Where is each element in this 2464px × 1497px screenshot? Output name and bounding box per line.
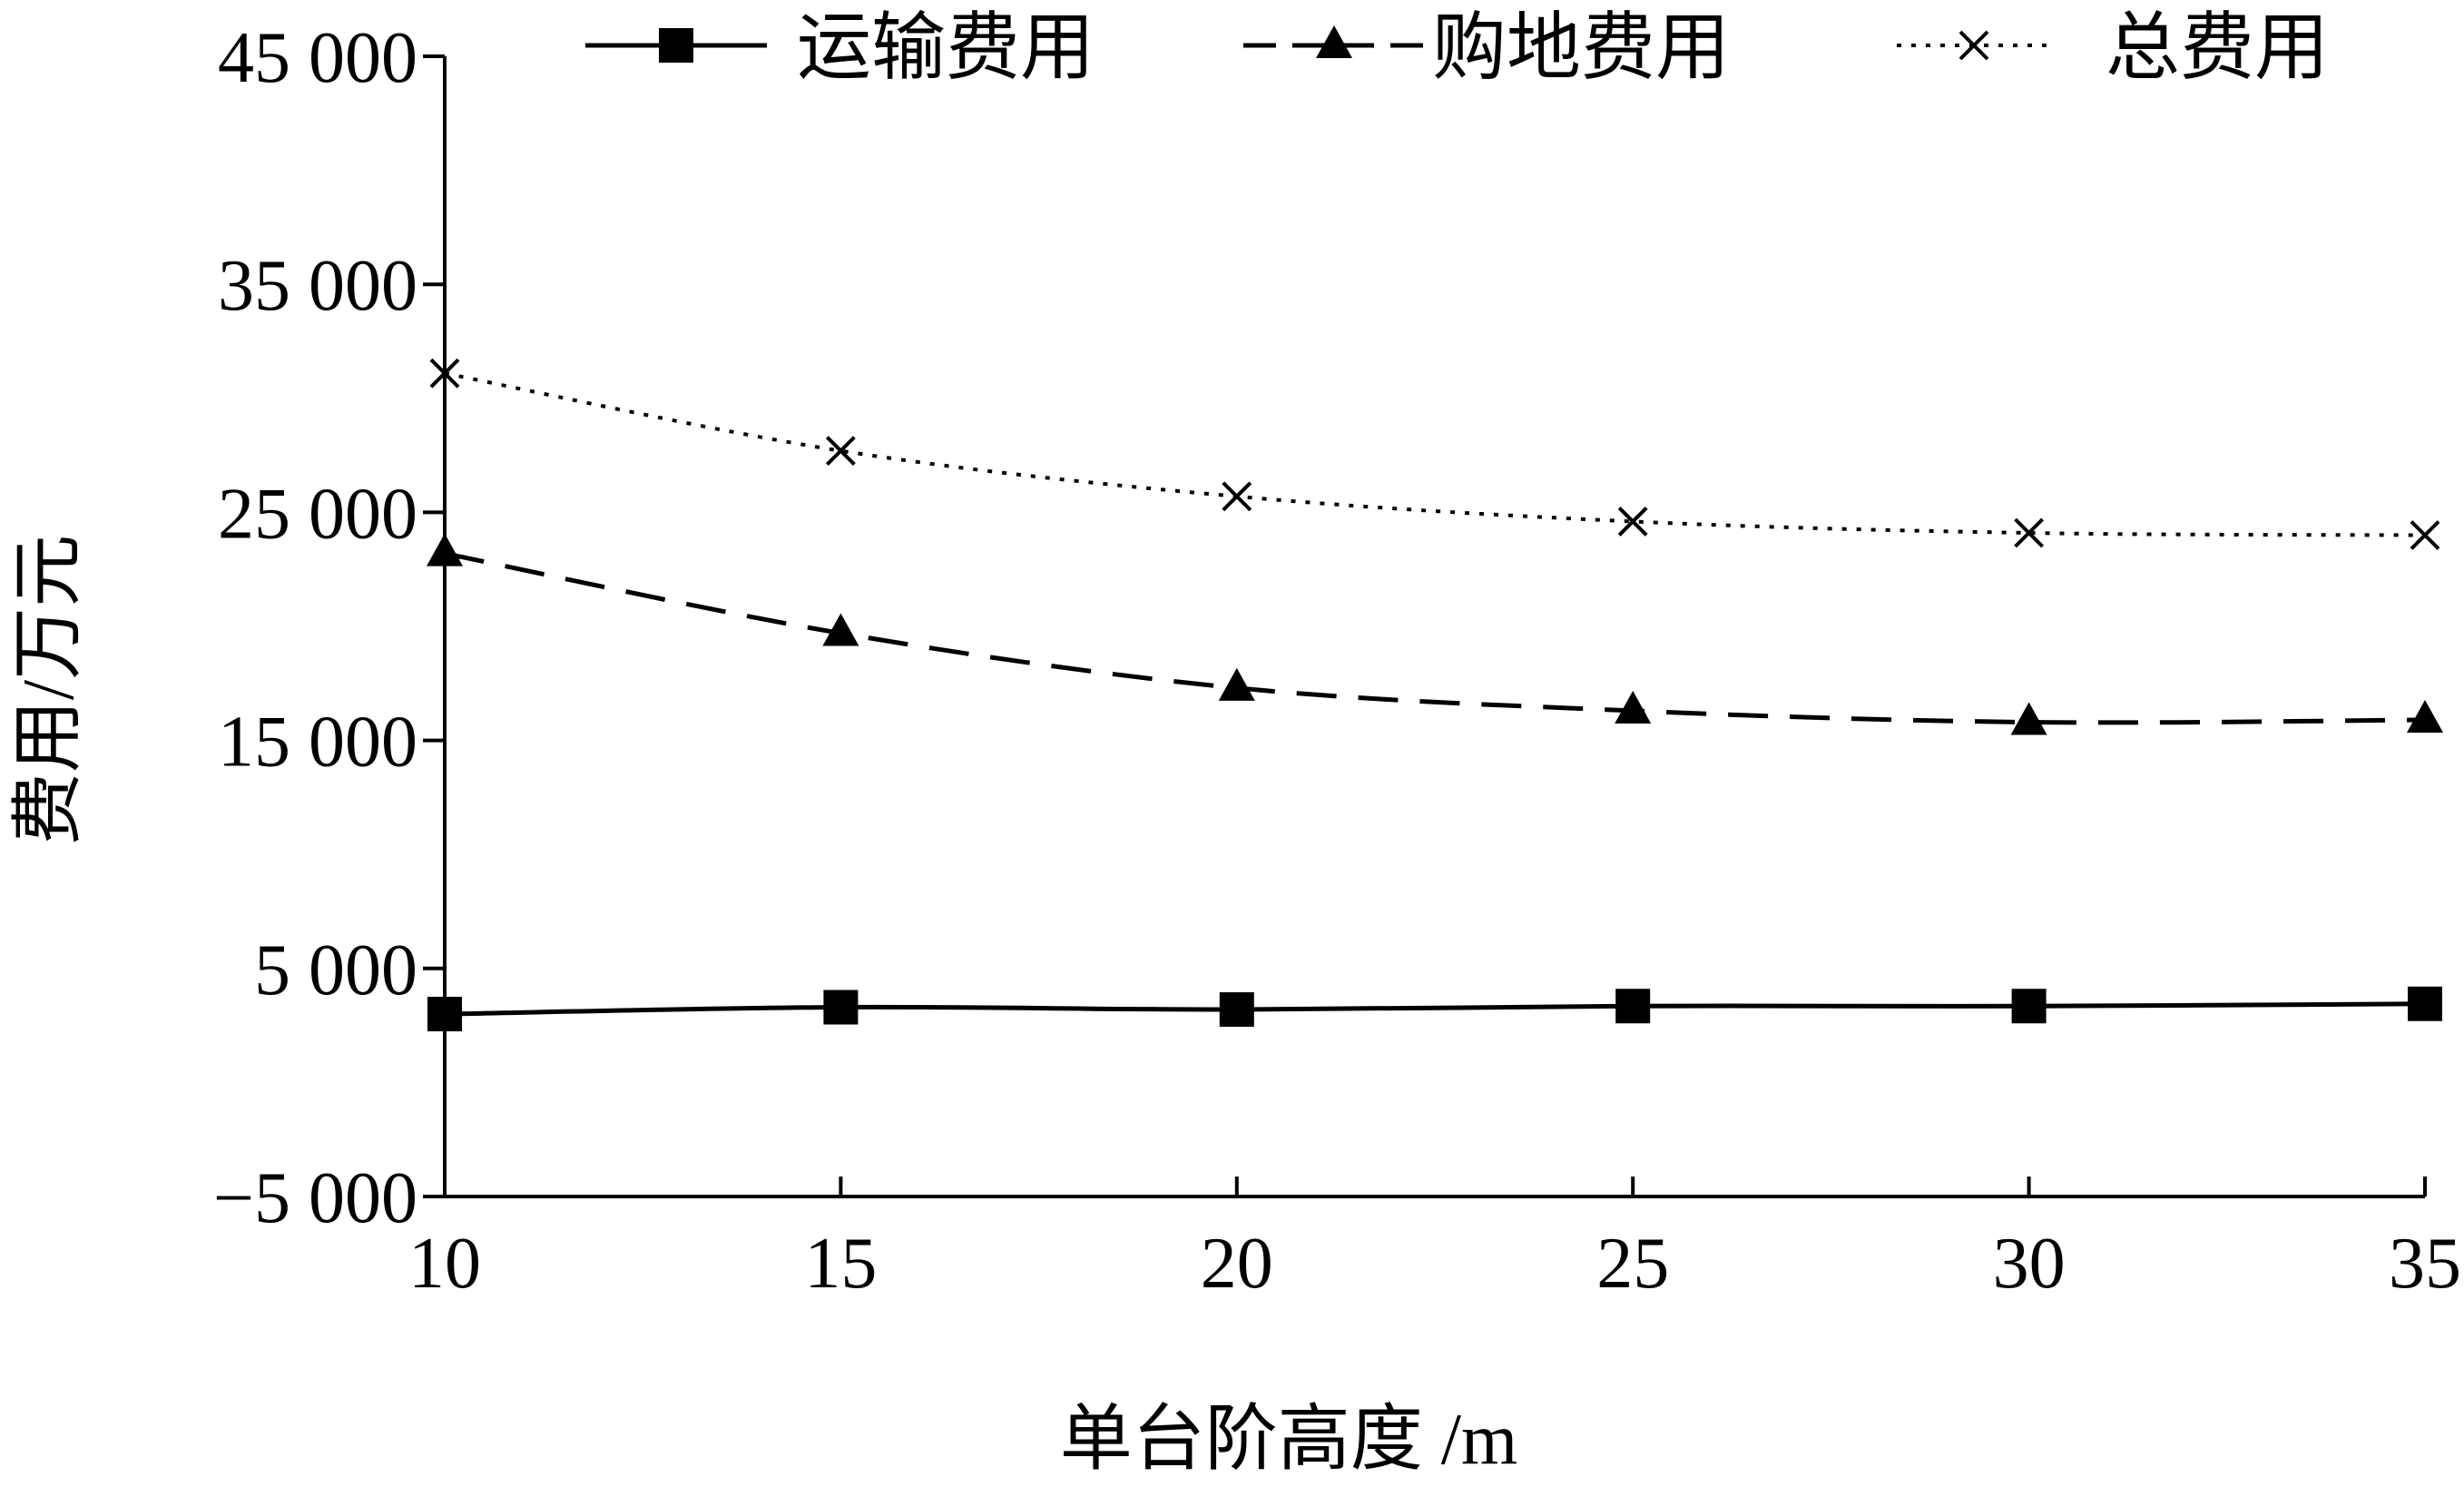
data-point-series-3 bbox=[2410, 520, 2440, 550]
x-axis-title: 单台阶高度 /m bbox=[1060, 1400, 1517, 1480]
x-tick-label: 10 bbox=[408, 1224, 481, 1304]
y-tick-label: 5 000 bbox=[254, 931, 417, 1010]
x-tick-label: 20 bbox=[1201, 1224, 1273, 1304]
y-tick-label: 35 000 bbox=[218, 246, 417, 326]
series-line-2 bbox=[444, 551, 2426, 725]
y-tick-label: 25 000 bbox=[218, 474, 417, 554]
legend-label-3: 总费用 bbox=[2106, 6, 2329, 89]
x-tick-label: 30 bbox=[1993, 1224, 2066, 1304]
data-point-series-1 bbox=[2011, 989, 2047, 1024]
series-line-1 bbox=[444, 1001, 2426, 1017]
series-line-3 bbox=[444, 371, 2426, 537]
data-point-series-1 bbox=[1615, 989, 1651, 1024]
y-tick-label: −5 000 bbox=[213, 1158, 417, 1238]
data-point-series-1 bbox=[823, 990, 859, 1025]
x-tick-label: 15 bbox=[804, 1224, 877, 1304]
legend-label-2: 购地费用 bbox=[1432, 6, 1730, 89]
data-point-series-2 bbox=[2010, 702, 2047, 735]
y-axis-title: 费用/万元 bbox=[9, 535, 89, 845]
x-tick-label: 35 bbox=[2389, 1224, 2461, 1304]
legend-marker-3 bbox=[1958, 30, 1989, 61]
data-point-series-2 bbox=[427, 533, 463, 566]
series-group bbox=[427, 358, 2443, 1032]
x-tick-label: 25 bbox=[1596, 1224, 1669, 1304]
axis-titles: 单台阶高度 /m 费用/万元 bbox=[9, 535, 1517, 1480]
data-point-series-3 bbox=[825, 436, 856, 466]
legend-label-1: 运输费用 bbox=[797, 6, 1095, 89]
data-point-series-2 bbox=[1615, 690, 1652, 724]
data-point-series-1 bbox=[1219, 992, 1254, 1028]
y-tick-label: 45 000 bbox=[218, 18, 417, 98]
data-point-series-3 bbox=[2014, 517, 2045, 548]
legend: 运输费用 购地费用 总费用 bbox=[585, 6, 2329, 89]
data-point-series-1 bbox=[2408, 986, 2442, 1021]
data-point-series-3 bbox=[1222, 481, 1252, 512]
legend-marker-1 bbox=[659, 28, 693, 63]
axes: −5 000 5 000 15 000 25 000 35 000 45 000 10 15 2… bbox=[213, 18, 2461, 1304]
data-point-series-3 bbox=[429, 358, 460, 389]
legend-marker-2 bbox=[1316, 25, 1352, 58]
data-point-series-2 bbox=[822, 613, 859, 646]
data-point-series-1 bbox=[427, 997, 462, 1032]
y-tick-label: 15 000 bbox=[218, 703, 417, 783]
data-point-series-2 bbox=[1218, 667, 1255, 701]
data-point-series-2 bbox=[2407, 699, 2443, 733]
data-point-series-3 bbox=[1617, 507, 1648, 537]
